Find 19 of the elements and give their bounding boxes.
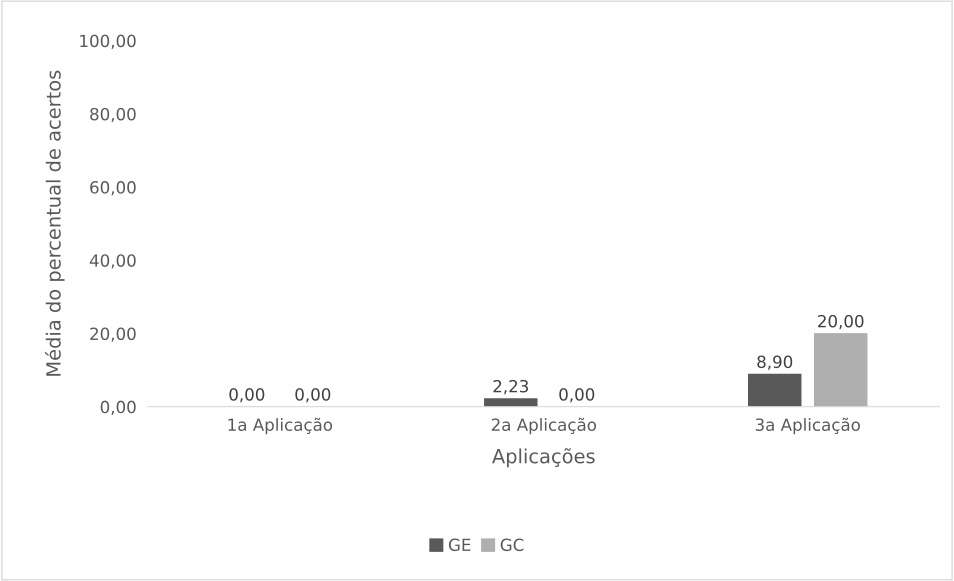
y-axis-title: Média do percentual de acertos (44, 70, 65, 376)
x-axis-title: Aplicações (492, 448, 595, 468)
data-label: 2,23 (493, 380, 528, 394)
data-label: 8,90 (757, 356, 792, 370)
x-tick-label: 3a Aplicação (756, 418, 860, 434)
legend-label: GC (500, 538, 524, 552)
legend-label: GE (448, 538, 470, 552)
y-tick-label: 0,00 (100, 400, 136, 415)
y-tick-label: 20,00 (90, 327, 136, 342)
y-tick-label: 60,00 (90, 181, 136, 196)
data-label: 20,00 (818, 314, 864, 330)
x-tick-label: 2a Aplicação (492, 418, 596, 434)
data-label: 0,00 (559, 388, 594, 402)
y-tick-label: 40,00 (90, 254, 136, 269)
x-tick-label: 1a Aplicação (228, 418, 332, 434)
data-label: 0,00 (295, 388, 330, 402)
data-label: 0,00 (229, 388, 264, 402)
y-tick-label: 80,00 (90, 108, 136, 122)
y-tick-label: 100,00 (80, 34, 136, 49)
